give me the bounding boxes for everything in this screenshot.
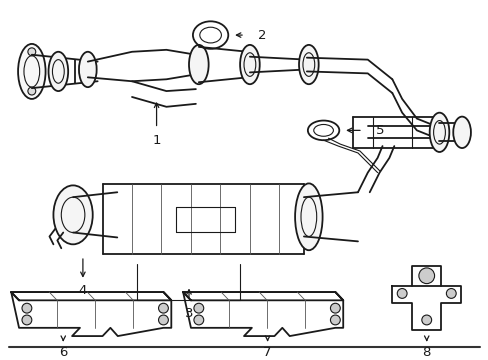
Ellipse shape bbox=[396, 288, 406, 298]
Ellipse shape bbox=[28, 87, 36, 95]
Ellipse shape bbox=[429, 113, 448, 152]
Text: 5: 5 bbox=[375, 124, 384, 137]
Ellipse shape bbox=[307, 121, 339, 140]
Ellipse shape bbox=[22, 315, 32, 325]
Text: 2: 2 bbox=[257, 28, 266, 41]
Ellipse shape bbox=[240, 45, 259, 84]
Text: 4: 4 bbox=[79, 284, 87, 297]
Ellipse shape bbox=[418, 268, 434, 284]
Ellipse shape bbox=[294, 183, 322, 250]
Ellipse shape bbox=[158, 303, 168, 313]
Ellipse shape bbox=[298, 45, 318, 84]
Ellipse shape bbox=[53, 185, 93, 244]
Ellipse shape bbox=[188, 45, 208, 84]
Ellipse shape bbox=[79, 52, 97, 87]
Ellipse shape bbox=[28, 48, 36, 56]
Text: 1: 1 bbox=[152, 134, 161, 147]
Ellipse shape bbox=[18, 44, 45, 99]
Text: 6: 6 bbox=[59, 346, 67, 359]
Ellipse shape bbox=[452, 117, 470, 148]
Text: 7: 7 bbox=[263, 346, 271, 359]
Ellipse shape bbox=[194, 315, 203, 325]
Text: 8: 8 bbox=[422, 346, 430, 359]
Ellipse shape bbox=[158, 315, 168, 325]
Ellipse shape bbox=[22, 303, 32, 313]
Ellipse shape bbox=[330, 303, 340, 313]
Ellipse shape bbox=[194, 303, 203, 313]
Ellipse shape bbox=[446, 288, 455, 298]
Ellipse shape bbox=[421, 315, 431, 325]
Ellipse shape bbox=[48, 52, 68, 91]
Text: 3: 3 bbox=[184, 307, 193, 320]
Ellipse shape bbox=[330, 315, 340, 325]
